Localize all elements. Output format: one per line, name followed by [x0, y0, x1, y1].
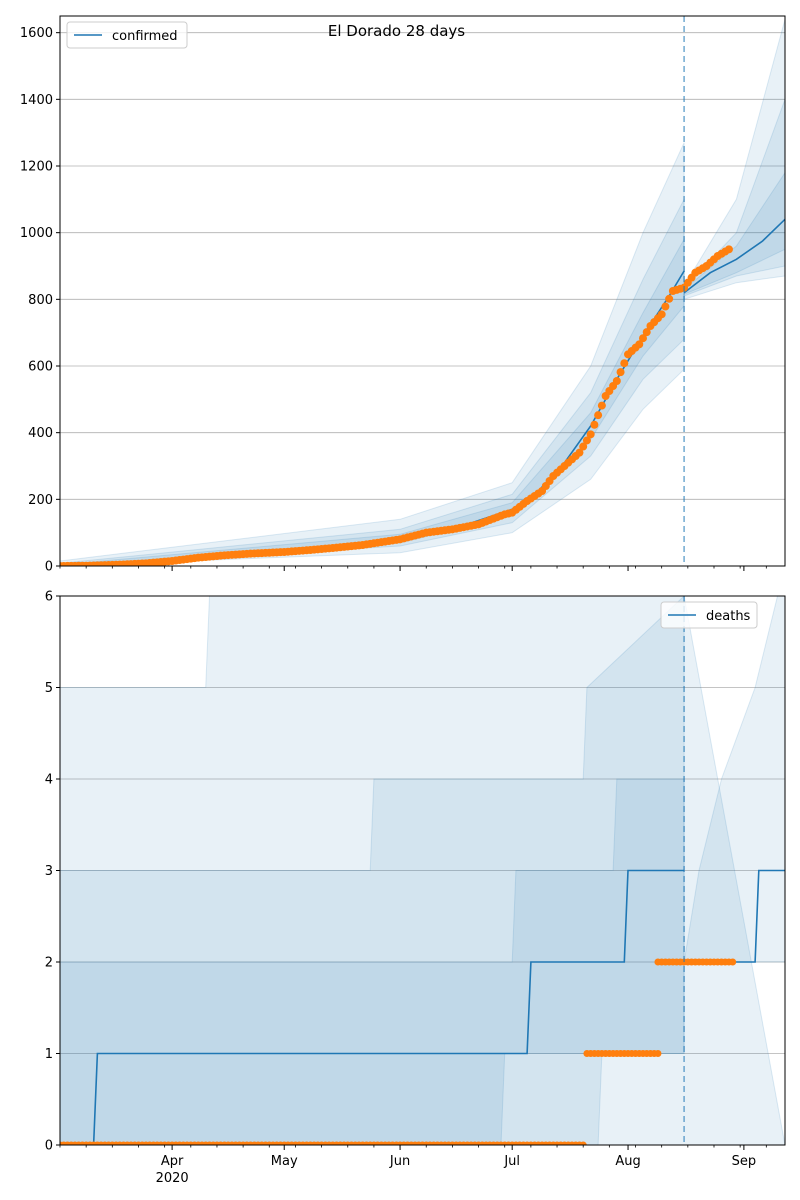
- observed-point: [657, 310, 666, 319]
- confidence-band: [60, 596, 785, 1145]
- x-tick-label: Aug: [615, 1154, 640, 1169]
- y-tick-label: 1200: [20, 160, 53, 175]
- y-tick-label: 3: [45, 864, 53, 879]
- series-line-deaths: [60, 869, 685, 1145]
- x-tick-label: Apr: [161, 1154, 184, 1169]
- plot-area: [60, 16, 785, 566]
- observed-point: [635, 340, 644, 349]
- observed-point: [661, 302, 670, 311]
- observed-point: [612, 377, 621, 385]
- observed-point: [620, 359, 629, 368]
- legend-label: confirmed: [112, 29, 178, 44]
- confidence-band: [683, 171, 785, 296]
- observed-point: [729, 958, 737, 966]
- series-line-projection: [683, 218, 785, 294]
- y-tick-label: 0: [45, 1139, 53, 1154]
- legend-box: [66, 21, 188, 49]
- y-tick-label: 1000: [20, 226, 53, 241]
- observed-point: [665, 294, 674, 303]
- observed-point: [575, 448, 584, 457]
- y-tick-label: 4: [45, 773, 53, 788]
- x-tick-label: Jun: [389, 1154, 410, 1169]
- y-tick-label: 400: [28, 426, 53, 441]
- y-tick-label: 2: [45, 956, 53, 971]
- observed-point: [579, 1141, 587, 1145]
- y-tick-label: 6: [45, 590, 53, 605]
- observed-point: [582, 436, 591, 445]
- x-tick-label: Sep: [732, 1154, 757, 1169]
- confirmed-chart: 0 200 400 600 800 1000 1200 1400 1600 El Dorado 2…: [20, 15, 786, 575]
- plot-area: [60, 596, 785, 1145]
- observed-point: [724, 245, 733, 254]
- x-tick-label: Jul: [503, 1154, 520, 1169]
- y-tick-label: 600: [28, 360, 53, 375]
- observed-point: [579, 442, 588, 451]
- confidence-band: [60, 142, 685, 566]
- confidence-band: [60, 596, 685, 1145]
- legend: confirmed: [66, 21, 188, 49]
- legend-label: deaths: [706, 609, 751, 624]
- observed-point: [642, 328, 651, 337]
- observed-point: [594, 411, 603, 420]
- x-tick-sublabel: 2020: [156, 1171, 189, 1186]
- y-tick-label: 0: [45, 560, 53, 575]
- y-tick-label: 800: [28, 293, 53, 308]
- observed-point: [597, 401, 606, 410]
- y-tick-label: 200: [28, 493, 53, 508]
- observed-point: [590, 420, 599, 429]
- y-tick-label: 1: [45, 1047, 53, 1062]
- observed-point: [586, 430, 595, 439]
- observed-point: [654, 1050, 662, 1057]
- legend: deaths: [660, 601, 758, 629]
- y-tick-label: 1400: [20, 93, 53, 108]
- legend-box: [660, 601, 758, 629]
- axes-frame: [59, 15, 786, 567]
- x-tick-label: May: [271, 1154, 298, 1169]
- deaths-chart: 0 1 2 3 4 5 6 Apr 2020 May Jun Jul Aug Sep deaths: [45, 590, 786, 1186]
- y-tick-label: 5: [45, 681, 53, 696]
- chart-title: El Dorado 28 days: [328, 22, 465, 40]
- observed-point: [616, 368, 625, 377]
- observed-point: [638, 334, 647, 343]
- y-tick-label: 1600: [20, 26, 53, 41]
